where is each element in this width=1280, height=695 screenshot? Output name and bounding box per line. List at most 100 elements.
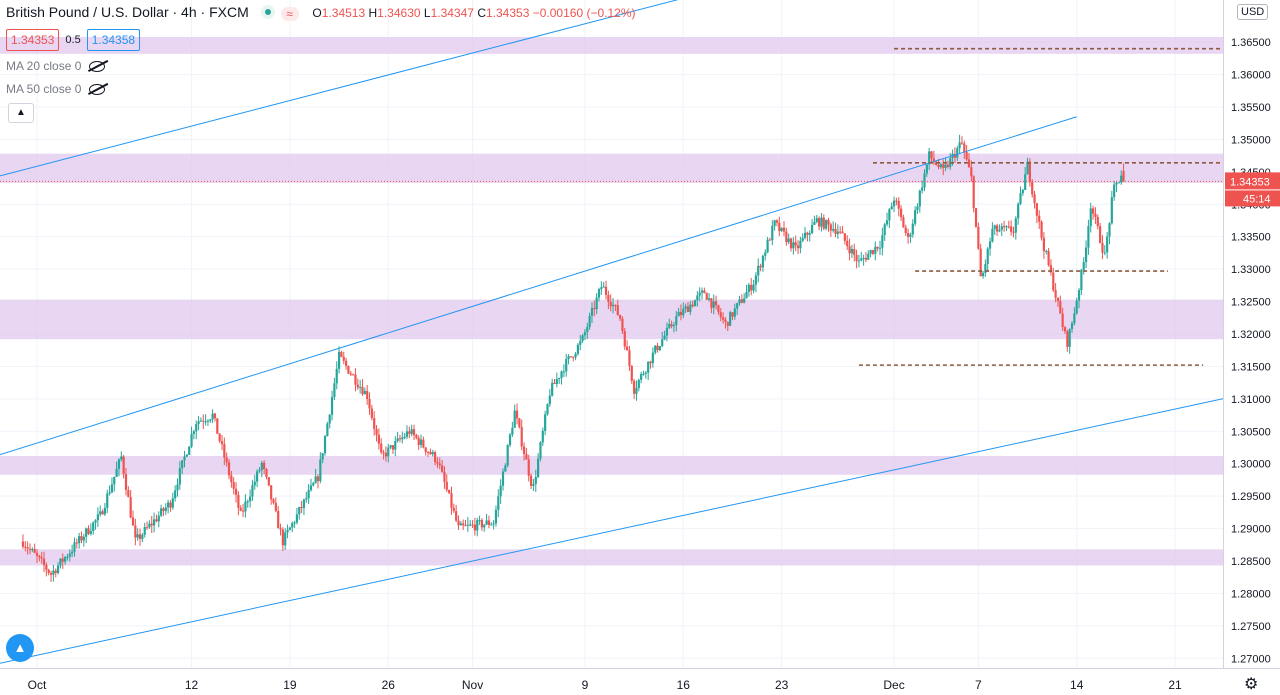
candle-down — [1010, 226, 1013, 232]
candle-down — [822, 217, 825, 229]
candle-down — [719, 312, 722, 318]
candle-up — [668, 324, 671, 328]
collapse-legend-button[interactable]: ▲ — [8, 103, 34, 123]
candle-down — [1056, 297, 1060, 302]
candle-up — [696, 295, 699, 301]
candle-up — [541, 430, 544, 443]
candle-up — [611, 304, 615, 307]
eye-hidden-icon[interactable] — [89, 60, 106, 72]
candle-down — [1033, 194, 1036, 204]
candle-down — [768, 239, 772, 241]
candle-down — [61, 558, 64, 562]
candle-down — [316, 476, 320, 482]
candle-up — [490, 524, 493, 526]
candle-down — [818, 218, 821, 227]
candle-down — [398, 438, 402, 440]
candle-up — [99, 511, 102, 515]
y-tick-label: 1.33500 — [1231, 232, 1271, 244]
candle-up — [181, 460, 184, 469]
candle-down — [848, 246, 851, 254]
y-tick-label: 1.27000 — [1231, 653, 1271, 665]
candle-down — [553, 382, 556, 384]
candle-down — [607, 294, 610, 302]
candle-up — [167, 502, 170, 508]
candle-down — [827, 220, 830, 225]
candle-down — [876, 246, 879, 249]
candle-down — [569, 356, 572, 358]
candle-up — [579, 340, 582, 345]
candle-up — [998, 229, 1001, 232]
sell-button[interactable]: 1.34353 — [6, 29, 60, 51]
trendline — [0, 0, 679, 177]
buy-button[interactable]: 1.34358 — [86, 29, 141, 51]
candle-down — [457, 520, 460, 526]
candle-down — [377, 434, 380, 444]
candle-down — [843, 233, 846, 241]
candle-down — [656, 345, 659, 351]
candle-down — [839, 231, 842, 233]
candle-up — [71, 551, 74, 554]
drawings — [0, 0, 1253, 664]
currency-button[interactable]: USD — [1237, 4, 1269, 20]
candle-down — [263, 462, 266, 470]
candle-down — [705, 293, 708, 300]
x-tick-label: 9 — [582, 678, 589, 692]
candle-up — [78, 536, 81, 544]
candle-up — [558, 378, 561, 380]
candle-up — [52, 570, 55, 575]
candle-up — [813, 221, 816, 225]
countdown-label: 45:14 — [1243, 193, 1271, 205]
candle-up — [401, 437, 404, 440]
candle-down — [1052, 272, 1055, 291]
x-tick-label: Nov — [462, 678, 483, 692]
candle-up — [548, 395, 551, 405]
gear-icon[interactable]: ⚙ — [1244, 676, 1259, 693]
candle-up — [92, 522, 95, 532]
indicator-ma50-label: MA 50 close 0 — [6, 82, 82, 96]
candle-up — [993, 225, 996, 229]
candle-down — [345, 360, 348, 366]
candle-up — [921, 187, 924, 191]
candle-up — [459, 523, 462, 526]
market-status-icon[interactable] — [260, 5, 275, 19]
candle-down — [216, 418, 219, 434]
candle-down — [782, 227, 786, 232]
tradingview-logo-icon[interactable]: ▲ — [6, 634, 34, 662]
candle-down — [785, 231, 788, 243]
candle-down — [618, 315, 622, 319]
candle-up — [359, 386, 362, 388]
candle-down — [448, 489, 451, 494]
chart-legend: British Pound / U.S. Dollar · 4h · FXCM … — [6, 4, 635, 21]
candle-down — [281, 529, 284, 546]
candle-up — [174, 490, 177, 499]
candle-down — [202, 420, 205, 422]
candle-up — [298, 507, 301, 515]
candle-up — [663, 335, 666, 340]
candle-up — [909, 234, 912, 237]
candle-down — [1028, 161, 1031, 183]
wave-icon[interactable]: ≈ — [280, 7, 299, 21]
candle-up — [396, 438, 399, 442]
candle-up — [939, 164, 942, 168]
candle-up — [251, 485, 254, 497]
eye-hidden-icon[interactable] — [89, 83, 106, 95]
candle-up — [185, 454, 188, 457]
candle-down — [972, 176, 975, 209]
indicator-ma50[interactable]: MA 50 close 0 — [6, 82, 106, 96]
y-tick-label: 1.28000 — [1231, 588, 1271, 600]
candle-up — [326, 423, 329, 437]
candle-down — [759, 265, 762, 268]
candle-down — [670, 324, 673, 327]
candle-down — [806, 232, 809, 235]
candle-down — [145, 527, 149, 529]
symbol-title[interactable]: British Pound / U.S. Dollar · 4h · FXCM — [6, 4, 249, 20]
y-tick-label: 1.32500 — [1231, 297, 1271, 309]
candle-down — [462, 523, 465, 526]
candle-down — [1035, 203, 1038, 216]
candle-down — [899, 208, 903, 218]
candle-up — [403, 436, 406, 438]
candle-down — [480, 520, 484, 528]
y-tick-label: 1.32000 — [1231, 329, 1271, 341]
indicator-ma20[interactable]: MA 20 close 0 — [6, 59, 106, 73]
